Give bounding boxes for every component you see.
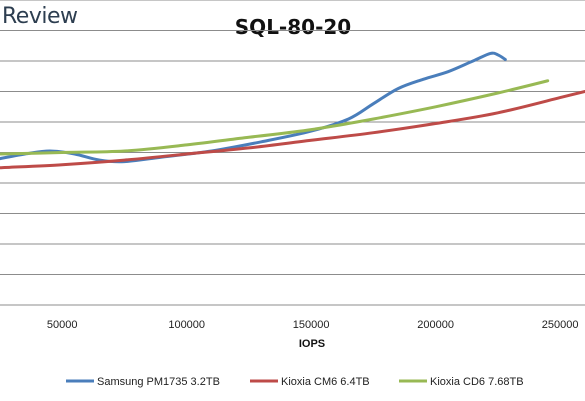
legend-entry: Samsung PM1735 3.2TB bbox=[97, 376, 220, 388]
legend-entry: Kioxia CM6 6.4TB bbox=[281, 376, 370, 388]
chart-title: SQL-80-20 bbox=[235, 15, 351, 39]
brand-logo-text: Review bbox=[2, 4, 78, 29]
x-tick-label: 150000 bbox=[293, 319, 330, 331]
x-tick-label: 50000 bbox=[47, 319, 78, 331]
x-tick-label: 200000 bbox=[417, 319, 454, 331]
x-axis-ticks: 50000 100000 150000 200000 250000 bbox=[47, 319, 579, 331]
series-line bbox=[0, 79, 550, 156]
series-lines bbox=[0, 51, 585, 170]
gridlines bbox=[0, 0, 585, 306]
x-axis-label: IOPS bbox=[299, 338, 325, 350]
x-tick-label: 100000 bbox=[168, 319, 205, 331]
legend-entry: Kioxia CD6 7.68TB bbox=[430, 376, 524, 388]
series-line bbox=[0, 90, 585, 170]
x-tick-label: 250000 bbox=[542, 319, 579, 331]
legend: Samsung PM1735 3.2TB Kioxia CM6 6.4TB Kiox… bbox=[66, 376, 524, 388]
